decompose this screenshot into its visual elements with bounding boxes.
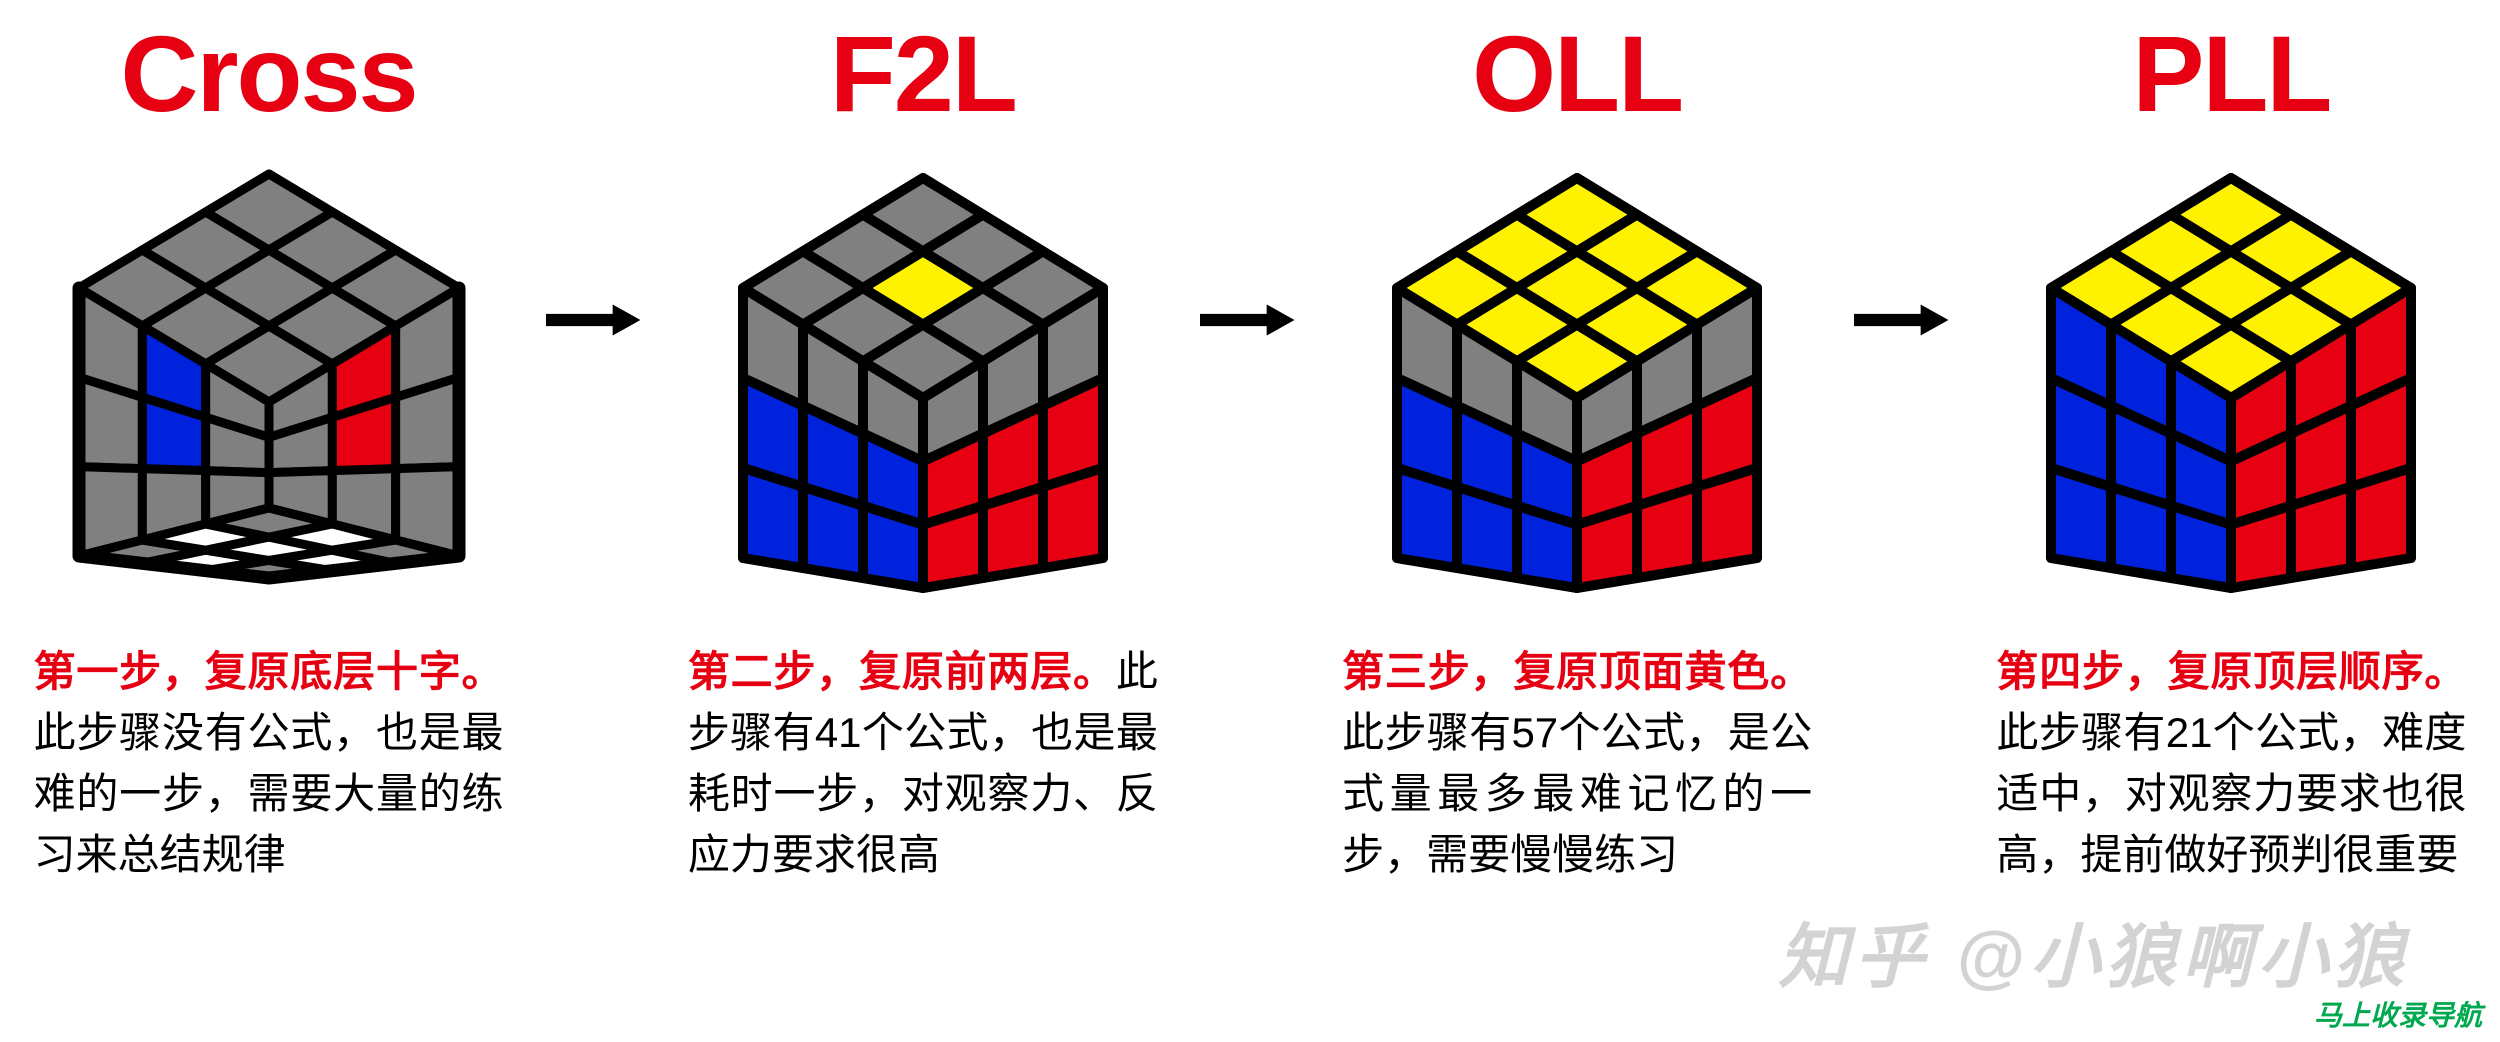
stage-title: F2L — [830, 20, 1016, 128]
arrow-icon — [546, 20, 646, 620]
desc-body: 此步骤有21个公式，难度适中，对观察力要求也很高，提前做好预判很重要 — [1996, 709, 2466, 878]
footer-credit: 马上收录导航 — [2314, 994, 2482, 1034]
stage-description: 第四步，复原顶层顺序。此步骤有21个公式，难度适中，对观察力要求也很高，提前做好… — [1996, 642, 2466, 886]
stage-description: 第二步，复原前两层。此步骤有41个公式，也是最耗时一步，对观察力、反应力要求很高 — [688, 642, 1158, 886]
cube-image — [703, 158, 1143, 598]
cube-image — [2011, 158, 2451, 598]
stage-description: 第三步，复原顶面黄色。此步骤有57个公式，是公式量最多最难记忆的一步，需要慢慢练… — [1342, 642, 1812, 886]
desc-body: 此步骤没有公式，也是最难的一步，需要大量的练习来总结规律 — [34, 709, 504, 878]
desc-highlight: 第三步，复原顶面黄色。 — [1342, 648, 1812, 695]
desc-highlight: 第二步，复原前两层。 — [688, 648, 1116, 695]
cube-image — [1357, 158, 1797, 598]
stage-oll: OLL 第三步，复原顶面黄色。此步骤有57个公式，是公式量最多最难记忆的一步，需… — [1317, 20, 1837, 886]
desc-body: 此步骤有57个公式，是公式量最多最难记忆的一步，需要慢慢练习 — [1342, 709, 1812, 878]
stage-pll: PLL 第四步，复原顶层顺序。此步骤有21个公式，难度适中，对观察力要求也很高，… — [1971, 20, 2491, 886]
watermark-text: 知乎 @小狼啊小狼 — [1778, 901, 2410, 1002]
stage-cross: Cross 第一步，复原底层十字。此步骤没有公式，也是最难的一步，需要大量的练习… — [9, 20, 529, 886]
cube-image — [49, 158, 489, 598]
desc-highlight: 第四步，复原顶层顺序。 — [1996, 648, 2466, 695]
stage-title: Cross — [121, 20, 417, 128]
desc-highlight: 第一步，复原底层十字。 — [34, 648, 504, 695]
stages-row: Cross 第一步，复原底层十字。此步骤没有公式，也是最难的一步，需要大量的练习… — [0, 0, 2500, 886]
stage-description: 第一步，复原底层十字。此步骤没有公式，也是最难的一步，需要大量的练习来总结规律 — [34, 642, 504, 886]
arrow-icon — [1854, 20, 1954, 620]
stage-title: OLL — [1472, 20, 1682, 128]
stage-f2l: F2L 第二步，复原前两层。此步骤有41个公式，也是最耗时一步，对观察力、反应力… — [663, 20, 1183, 886]
arrow-icon — [1200, 20, 1300, 620]
stage-title: PLL — [2132, 20, 2330, 128]
